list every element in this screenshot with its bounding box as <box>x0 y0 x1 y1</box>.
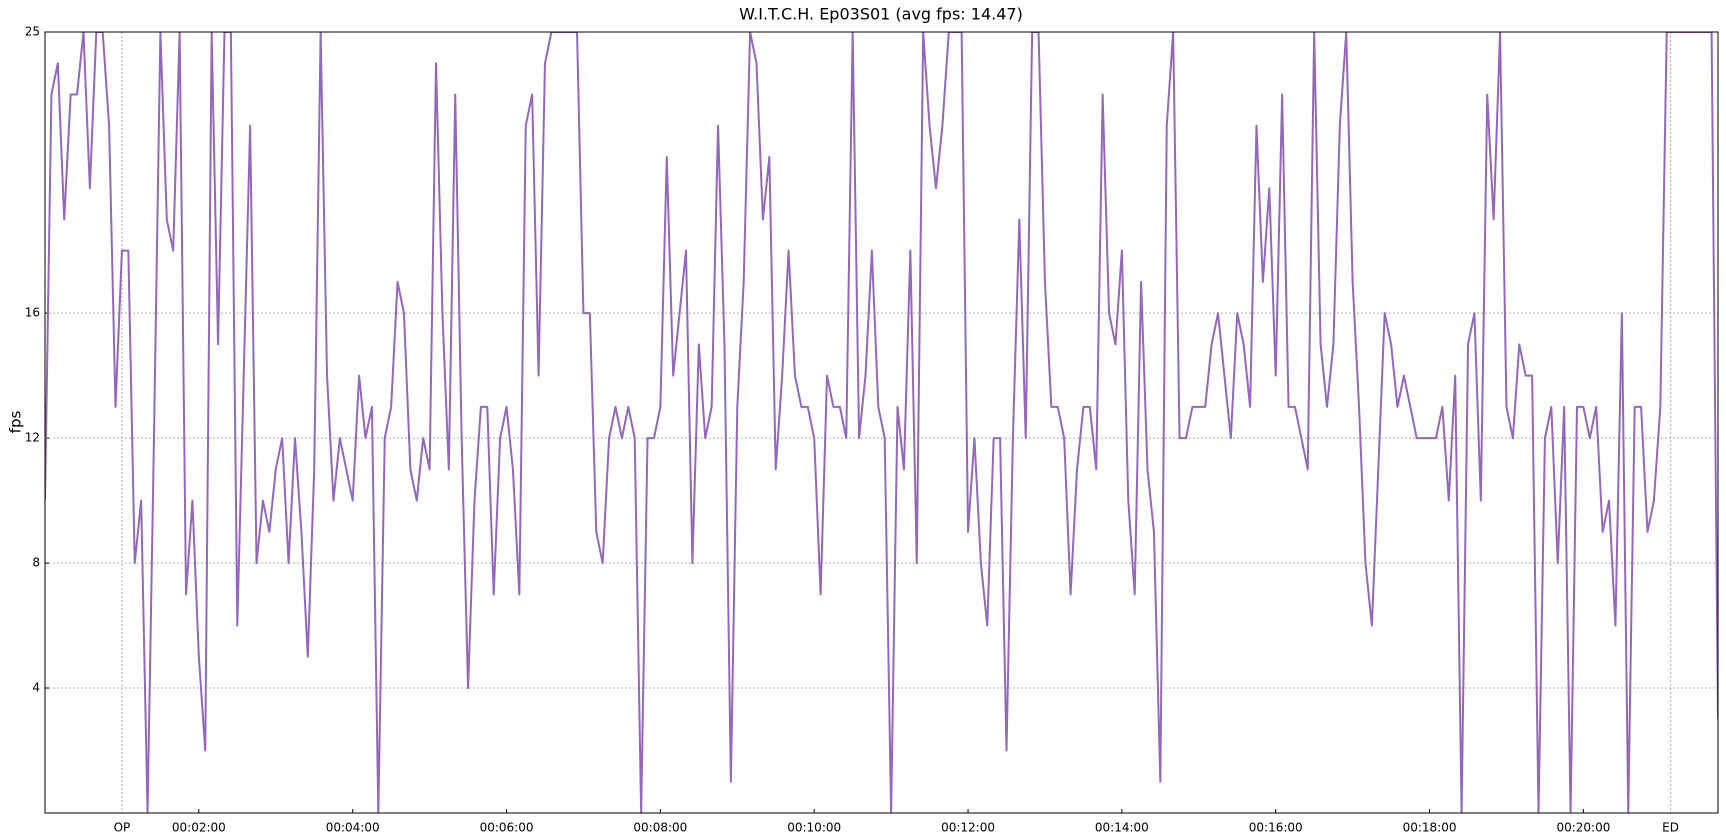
x-tick-label: 00:04:00 <box>326 821 380 835</box>
data-line <box>45 32 1718 813</box>
y-tick-label: 16 <box>25 306 40 320</box>
chart-title: W.I.T.C.H. Ep03S01 (avg fps: 14.47) <box>739 5 1023 24</box>
x-tick-label: 00:10:00 <box>787 821 841 835</box>
y-tick-label: 12 <box>25 431 40 445</box>
x-tick-label: 00:16:00 <box>1249 821 1303 835</box>
x-tick-label: 00:12:00 <box>941 821 995 835</box>
x-tick-label: 00:02:00 <box>172 821 226 835</box>
y-tick-label: 25 <box>25 25 40 39</box>
x-tick-label: 00:20:00 <box>1556 821 1610 835</box>
y-tick-label: 4 <box>32 681 40 695</box>
x-tick-label: 00:06:00 <box>480 821 534 835</box>
x-marker-label: OP <box>114 821 131 835</box>
x-tick-label: 00:08:00 <box>633 821 687 835</box>
plot-frame <box>44 31 1719 814</box>
x-marker-label: ED <box>1662 821 1679 835</box>
x-tick-label: 00:18:00 <box>1403 821 1457 835</box>
y-tick-label: 8 <box>32 556 40 570</box>
y-axis-label: fps <box>7 411 25 434</box>
x-tick-label: 00:14:00 <box>1095 821 1149 835</box>
